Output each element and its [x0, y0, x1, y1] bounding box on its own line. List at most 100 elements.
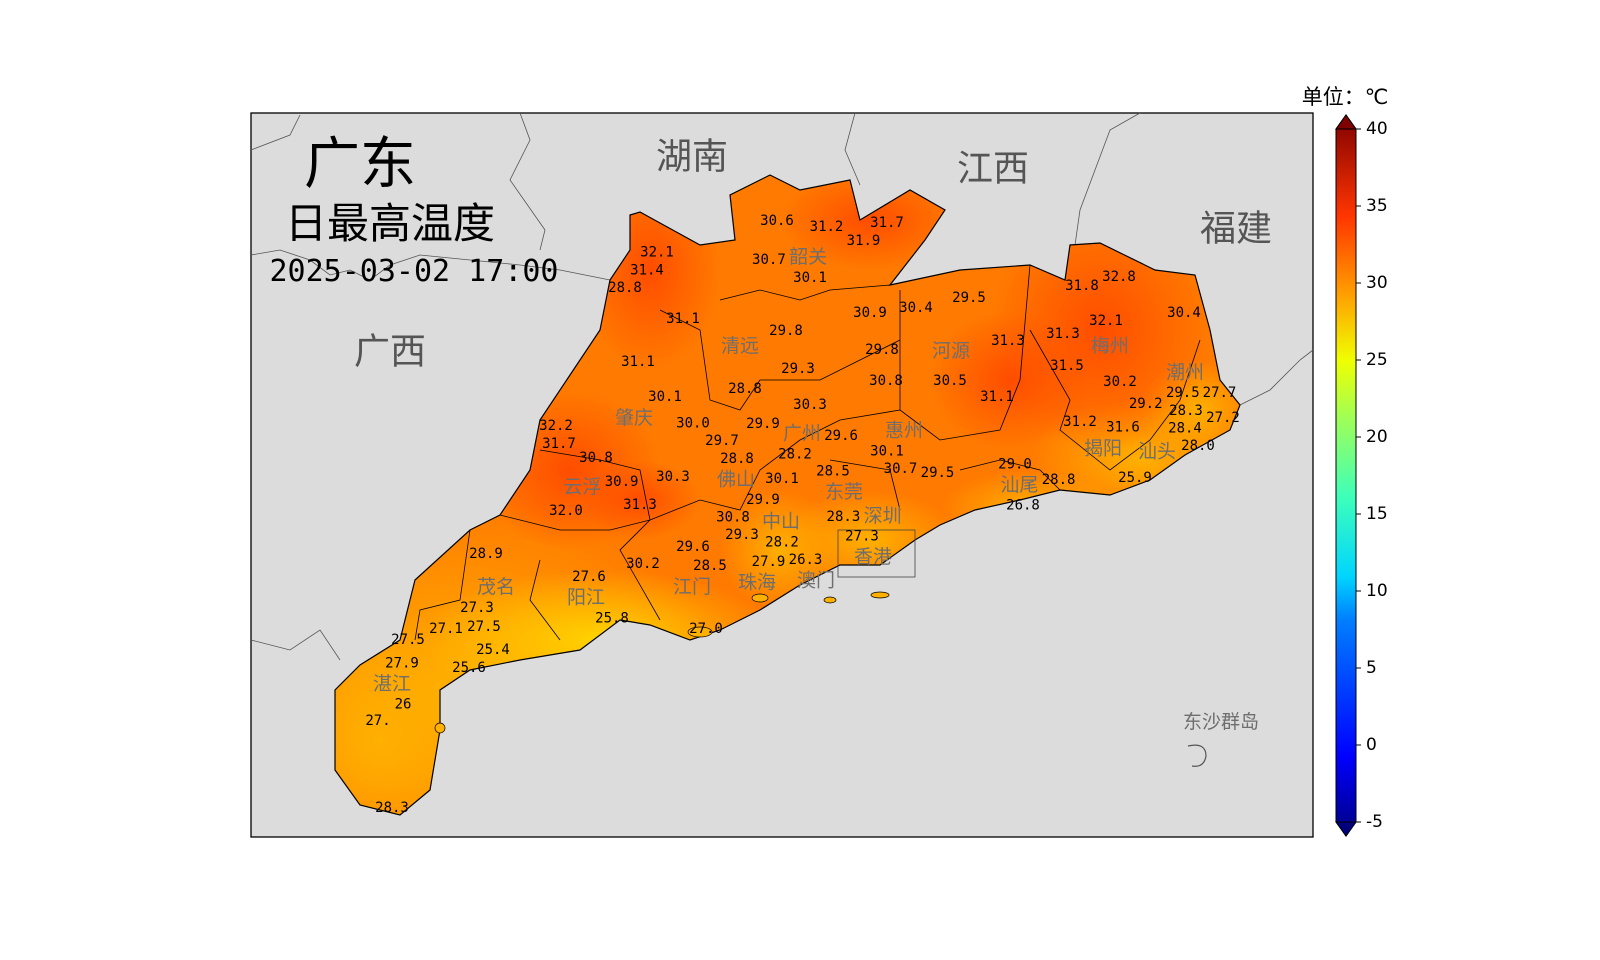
station-value: 29.5 — [1166, 385, 1200, 401]
station-value: 27.1 — [429, 621, 463, 637]
neighbor-boundaries — [250, 112, 1314, 661]
province-label: 江西 — [957, 149, 1029, 190]
station-value: 28.5 — [693, 558, 727, 574]
station-value: 27.3 — [845, 529, 879, 545]
station-value: 29.6 — [824, 428, 858, 444]
city-label: 中山 — [762, 511, 800, 533]
city-label: 惠州 — [885, 420, 923, 442]
colorbar-extend-max — [1335, 114, 1357, 130]
station-value: 28.9 — [469, 546, 503, 562]
station-value: 30.4 — [899, 300, 933, 316]
station-value: 31.8 — [1065, 278, 1099, 294]
city-label: 佛山 — [717, 468, 755, 490]
city-label: 肇庆 — [615, 407, 653, 429]
colorbar-tick-label: -5 — [1366, 812, 1383, 832]
station-value: 28.4 — [1168, 420, 1202, 436]
station-value: 29.5 — [952, 290, 986, 306]
station-value: 27.9 — [385, 655, 419, 671]
station-value: 29.5 — [921, 465, 955, 481]
station-value: 31.1 — [980, 389, 1014, 405]
station-value: 29.8 — [865, 342, 899, 358]
colorbar-unit-label: 单位：℃ — [1302, 85, 1389, 109]
station-value: 29.9 — [746, 492, 780, 508]
station-value: 32.0 — [549, 503, 583, 519]
dongsha-islands-shape — [1187, 744, 1207, 767]
station-value: 29.3 — [725, 527, 759, 543]
city-label: 广州 — [783, 423, 821, 445]
city-label: 茂名 — [477, 576, 515, 598]
station-value: 31.7 — [542, 436, 576, 452]
city-label: 香港 — [854, 546, 892, 568]
station-value: 31.2 — [1063, 414, 1097, 430]
colorbar-tick-label: 20 — [1366, 427, 1388, 447]
city-label: 潮州 — [1166, 361, 1204, 383]
colorbar-tick-label: 10 — [1366, 581, 1388, 601]
station-value: 28.8 — [728, 381, 762, 397]
station-value: 32.8 — [1102, 269, 1136, 285]
station-value: 31.4 — [630, 262, 664, 278]
station-value: 28.3 — [375, 800, 409, 816]
province-label: 广西 — [354, 332, 426, 373]
colorbar-tick-label: 30 — [1366, 273, 1388, 293]
station-value: 30.9 — [853, 305, 887, 321]
city-label: 汕尾 — [1000, 474, 1038, 496]
station-value: 27.7 — [1203, 385, 1237, 401]
city-label: 深圳 — [864, 505, 902, 527]
city-boundaries — [414, 264, 1201, 641]
station-value: 31.7 — [870, 215, 904, 231]
station-value: 30.7 — [752, 252, 786, 268]
station-value: 31.5 — [1050, 358, 1084, 374]
station-value: 30.2 — [626, 556, 660, 572]
station-value: 26.3 — [789, 552, 823, 568]
station-value: 31.3 — [623, 497, 657, 513]
city-label: 云浮 — [563, 476, 601, 498]
station-value: 30.4 — [1167, 305, 1201, 321]
province-label: 福建 — [1200, 209, 1272, 250]
station-value: 31.6 — [1106, 420, 1140, 436]
station-value: 27.5 — [467, 619, 501, 635]
city-label: 韶关 — [789, 246, 827, 268]
station-value: 31.3 — [1046, 326, 1080, 342]
station-value: 28.8 — [720, 451, 754, 467]
colorbar-gradient — [1335, 114, 1357, 837]
dongsha-islands-label: 东沙群岛 — [1183, 711, 1259, 733]
city-label: 汕头 — [1138, 440, 1176, 462]
station-value: 27.9 — [752, 554, 786, 570]
city-label: 梅州 — [1091, 335, 1129, 357]
station-value: 25.9 — [1118, 470, 1152, 486]
station-value: 29.0 — [998, 456, 1032, 472]
hongkong-inset-box — [837, 529, 916, 578]
city-label: 东莞 — [825, 481, 863, 503]
station-value: 31.1 — [621, 354, 655, 370]
city-label: 珠海 — [738, 571, 776, 593]
map-subtitle: 日最高温度 — [285, 199, 495, 248]
station-value: 30.1 — [648, 389, 682, 405]
station-value: 30.9 — [605, 474, 639, 490]
guangdong-boundary — [334, 174, 1241, 816]
station-value: 31.3 — [991, 333, 1025, 349]
station-value: 28.5 — [816, 464, 850, 480]
station-value: 27.2 — [1206, 410, 1240, 426]
colorbar-tick-label: 40 — [1366, 119, 1388, 139]
colorbar-tick-label: 15 — [1366, 504, 1388, 524]
station-value: 30.1 — [793, 270, 827, 286]
map-title: 广东 — [304, 132, 416, 197]
station-value: 28.8 — [1042, 472, 1076, 488]
station-value: 30.3 — [656, 469, 690, 485]
station-value: 29.8 — [769, 323, 803, 339]
colorbar-tick-label: 5 — [1366, 658, 1377, 678]
station-value: 31.9 — [847, 233, 881, 249]
station-value: 30.8 — [579, 450, 613, 466]
colorbar-tick-label: 25 — [1366, 350, 1388, 370]
colorbar-tick-label: 0 — [1366, 735, 1377, 755]
station-value: 28.8 — [608, 280, 642, 296]
station-value: 29.9 — [746, 416, 780, 432]
station-value: 30.5 — [933, 373, 967, 389]
station-value: 30.2 — [1103, 374, 1137, 390]
station-value: 30.0 — [676, 415, 710, 431]
station-value: 25.8 — [595, 610, 629, 626]
station-value: 31.1 — [666, 311, 700, 327]
colorbar-extend-min — [1335, 821, 1357, 837]
